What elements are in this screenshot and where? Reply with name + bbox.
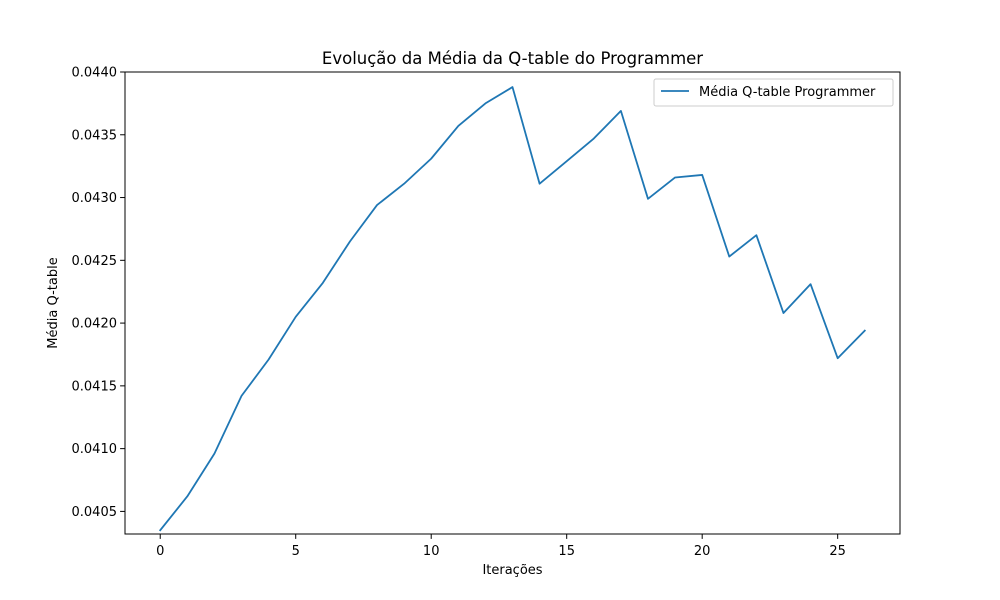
chart-title: Evolução da Média da Q-table do Programm… [322, 49, 703, 68]
y-tick-label: 0.0440 [72, 66, 118, 81]
x-tick-label: 10 [423, 544, 440, 559]
y-tick-label: 0.0415 [72, 379, 118, 394]
y-tick-label: 0.0435 [72, 128, 118, 143]
y-tick-label: 0.0405 [72, 505, 118, 520]
y-tick-label: 0.0430 [72, 191, 118, 206]
y-tick-label: 0.0420 [72, 317, 118, 332]
x-tick-label: 25 [829, 544, 846, 559]
plot-area-frame [124, 71, 901, 535]
x-axis-label: Iterações [482, 563, 542, 578]
series-layer [158, 86, 867, 532]
y-axis-ticks: 0.0405 0.0410 0.0415 0.0420 0.0425 0.0430 0.04… [72, 66, 125, 520]
series-line-0 [158, 86, 867, 532]
x-tick-label: 0 [156, 544, 164, 559]
y-axis-label: Média Q-table [46, 257, 61, 348]
y-tick-label: 0.0410 [72, 442, 118, 457]
legend-series-label: Média Q-table Programmer [699, 85, 876, 100]
x-axis-ticks: 0 5 10 15 20 25 [156, 534, 846, 559]
legend-box [653, 78, 894, 107]
x-tick-label: 20 [694, 544, 711, 559]
legend: Média Q-table Programmer [653, 78, 894, 107]
y-tick-label: 0.0425 [72, 254, 118, 269]
x-tick-label: 15 [558, 544, 575, 559]
x-tick-label: 5 [292, 544, 300, 559]
